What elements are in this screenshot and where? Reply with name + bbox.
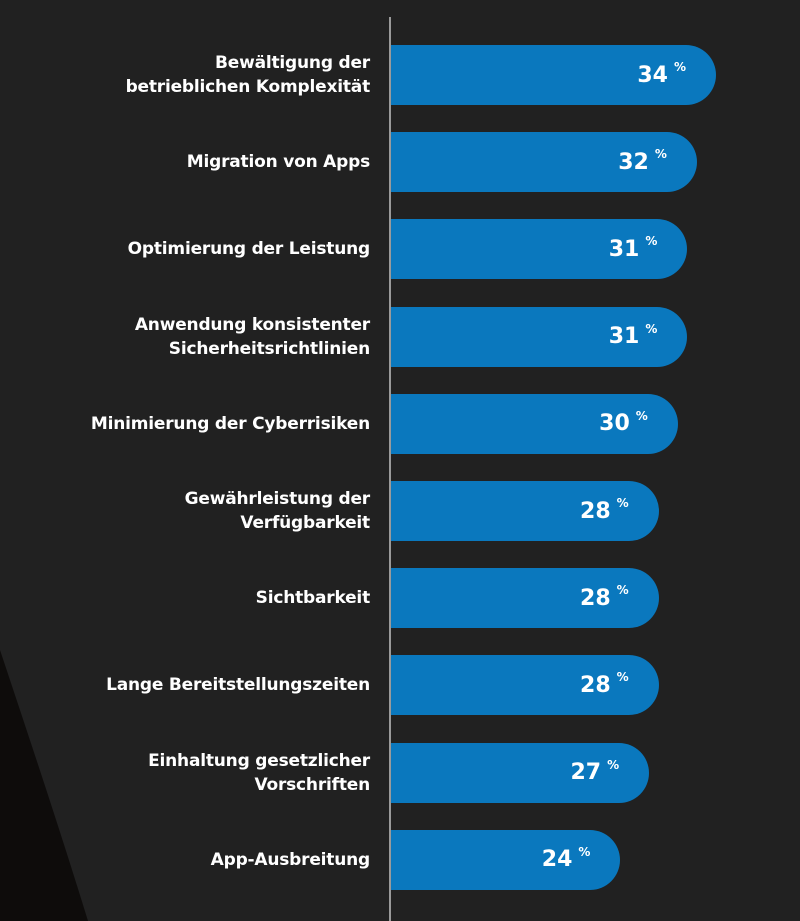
category-label: Gewährleistung der Verfügbarkeit <box>184 481 371 541</box>
bar-row: Migration von Apps 32% <box>0 132 800 193</box>
bar: 32% <box>391 132 697 193</box>
category-label: Minimierung der Cyberrisiken <box>91 394 370 454</box>
category-label: Migration von Apps <box>187 132 370 192</box>
percent-sign: % <box>616 670 629 685</box>
data-label-value: 24 <box>541 847 573 873</box>
category-label-line: Gewährleistung der <box>184 489 371 509</box>
category-label: Sichtbarkeit <box>255 568 371 628</box>
category-label-line: Optimierung der Leistung <box>127 239 371 260</box>
data-label: 32% <box>618 132 667 192</box>
bar: 28% <box>391 481 659 541</box>
data-label-value: 28 <box>580 585 611 611</box>
bar: 31% <box>391 306 688 367</box>
background-curve-shape <box>0 650 88 921</box>
bar: 31% <box>391 219 688 280</box>
percent-sign: % <box>645 234 658 249</box>
data-label-value: 30 <box>599 411 630 437</box>
percent-sign: % <box>607 757 620 772</box>
category-label: App-Ausbreitung <box>210 830 371 890</box>
bar-row: Gewährleistung der Verfügbarkeit 28% <box>0 481 800 541</box>
category-label-line: Verfügbarkeit <box>240 513 370 533</box>
bar-row: Einhaltung gesetzlicher Vorschriften 27% <box>0 742 800 803</box>
percent-sign: % <box>654 147 667 162</box>
bar: 30% <box>391 393 678 454</box>
percent-sign: % <box>645 321 658 336</box>
category-label-line: Lange Bereitstellungszeiten <box>106 675 370 696</box>
percent-sign: % <box>616 583 629 598</box>
bar: 34% <box>391 45 717 105</box>
data-label: 27% <box>570 743 619 803</box>
data-label: 28% <box>580 568 629 628</box>
category-label: Lange Bereitstellungszeiten <box>106 655 370 715</box>
data-label: 28% <box>580 481 629 541</box>
data-label-value: 31 <box>608 324 640 350</box>
bar: 28% <box>391 568 659 629</box>
bar-row: Optimierung der Leistung 31% <box>0 219 800 280</box>
category-label-line: Einhaltung gesetzlicher <box>148 750 370 771</box>
data-label-value: 28 <box>580 498 611 524</box>
category-label-line: Anwendung konsistenter <box>134 314 370 335</box>
data-label-value: 31 <box>608 236 640 262</box>
percent-sign: % <box>616 496 629 510</box>
y-axis-line <box>389 17 391 921</box>
percent-sign: % <box>635 408 648 423</box>
category-label: Anwendung konsistenter Sicherheitsrichtli… <box>135 307 370 367</box>
category-label: Einhaltung gesetzlicher Vorschriften <box>148 743 370 803</box>
data-label: 31% <box>609 219 658 279</box>
data-label: 28% <box>580 655 629 715</box>
bar-row: Sichtbarkeit 28% <box>0 568 800 629</box>
data-label-value: 34 <box>637 62 668 88</box>
category-label-line: Minimierung der Cyberrisiken <box>90 413 370 434</box>
category-label-line: betrieblichen Komplexität <box>125 77 371 97</box>
data-label-value: 32 <box>618 149 649 175</box>
bar-row: Bewältigung der betrieblichen Komplexität… <box>0 45 800 105</box>
data-label-value: 28 <box>580 672 611 698</box>
data-label: 34% <box>637 45 686 105</box>
category-label-line: Bewältigung der <box>215 53 370 73</box>
bar: 24% <box>391 829 621 890</box>
bar-row: Anwendung konsistenter Sicherheitsrichtli… <box>0 306 800 367</box>
bar: 28% <box>391 655 659 716</box>
category-label: Optimierung der Leistung <box>127 219 371 279</box>
bar: 27% <box>391 742 650 803</box>
bar-row: App-Ausbreitung 24% <box>0 829 800 890</box>
data-label: 24% <box>542 830 591 890</box>
data-label: 30% <box>599 394 648 454</box>
category-label-line: Sichtbarkeit <box>255 588 371 609</box>
data-label: 31% <box>609 307 658 367</box>
bar-row: Minimierung der Cyberrisiken 30% <box>0 393 800 454</box>
bar-row: Lange Bereitstellungszeiten 28% <box>0 655 800 716</box>
category-label-line: App-Ausbreitung <box>210 849 371 870</box>
data-label-value: 27 <box>570 760 602 786</box>
category-label-line: Migration von Apps <box>186 152 370 173</box>
percent-sign: % <box>578 844 591 859</box>
category-label-line: Vorschriften <box>254 774 370 795</box>
category-label: Bewältigung der betrieblichen Komplexität <box>125 45 371 105</box>
category-label-line: Sicherheitsrichtlinien <box>168 338 370 359</box>
percent-sign: % <box>674 60 687 74</box>
